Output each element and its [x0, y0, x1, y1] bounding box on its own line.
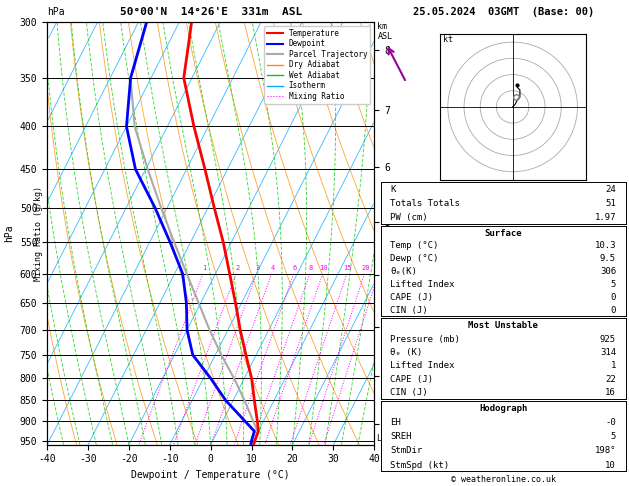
Text: CAPE (J): CAPE (J)	[391, 293, 433, 302]
Text: Lifted Index: Lifted Index	[391, 361, 455, 370]
Text: 10: 10	[605, 461, 616, 469]
Y-axis label: hPa: hPa	[4, 225, 14, 242]
Text: 20: 20	[361, 265, 370, 271]
Text: Surface: Surface	[484, 228, 522, 238]
Text: 4: 4	[270, 265, 275, 271]
Text: 198°: 198°	[594, 447, 616, 455]
Text: 3: 3	[255, 265, 260, 271]
Text: 1: 1	[202, 265, 206, 271]
Text: 2: 2	[235, 265, 239, 271]
Text: EH: EH	[391, 418, 401, 427]
Text: Pressure (mb): Pressure (mb)	[391, 334, 460, 344]
Text: 15: 15	[343, 265, 352, 271]
Text: StmSpd (kt): StmSpd (kt)	[391, 461, 450, 469]
Text: 10: 10	[320, 265, 328, 271]
Text: 0: 0	[611, 293, 616, 302]
Text: 10.3: 10.3	[594, 242, 616, 250]
Text: SREH: SREH	[391, 433, 412, 441]
Text: 25.05.2024  03GMT  (Base: 00): 25.05.2024 03GMT (Base: 00)	[413, 7, 594, 17]
X-axis label: Dewpoint / Temperature (°C): Dewpoint / Temperature (°C)	[131, 470, 290, 480]
Text: 0: 0	[611, 306, 616, 314]
Legend: Temperature, Dewpoint, Parcel Trajectory, Dry Adiabat, Wet Adiabat, Isotherm, Mi: Temperature, Dewpoint, Parcel Trajectory…	[264, 26, 370, 104]
Text: θₑ (K): θₑ (K)	[391, 348, 423, 357]
Text: StmDir: StmDir	[391, 447, 423, 455]
Text: kt: kt	[443, 35, 453, 44]
Text: km
ASL: km ASL	[377, 22, 392, 41]
Text: CIN (J): CIN (J)	[391, 388, 428, 397]
Text: 306: 306	[600, 267, 616, 276]
Text: CAPE (J): CAPE (J)	[391, 375, 433, 383]
Text: 50°00'N  14°26'E  331m  ASL: 50°00'N 14°26'E 331m ASL	[120, 7, 302, 17]
Text: © weatheronline.co.uk: © weatheronline.co.uk	[451, 474, 555, 484]
Text: CIN (J): CIN (J)	[391, 306, 428, 314]
Text: hPa: hPa	[47, 7, 65, 17]
Text: 1.97: 1.97	[594, 213, 616, 222]
Text: 9.5: 9.5	[600, 254, 616, 263]
Text: 22: 22	[605, 375, 616, 383]
Text: Temp (°C): Temp (°C)	[391, 242, 439, 250]
Text: Totals Totals: Totals Totals	[391, 199, 460, 208]
Text: 1: 1	[611, 361, 616, 370]
Text: 5: 5	[611, 433, 616, 441]
Text: 8: 8	[309, 265, 313, 271]
Text: LCL: LCL	[376, 434, 391, 443]
Text: Hodograph: Hodograph	[479, 404, 527, 413]
Text: 16: 16	[605, 388, 616, 397]
Text: Most Unstable: Most Unstable	[468, 321, 538, 330]
Text: 24: 24	[605, 185, 616, 194]
Text: 5: 5	[611, 280, 616, 289]
Text: Mixing Ratio (g/kg): Mixing Ratio (g/kg)	[35, 186, 43, 281]
Text: 6: 6	[292, 265, 297, 271]
Text: 314: 314	[600, 348, 616, 357]
Text: 51: 51	[605, 199, 616, 208]
Text: Lifted Index: Lifted Index	[391, 280, 455, 289]
Text: K: K	[391, 185, 396, 194]
Text: -0: -0	[605, 418, 616, 427]
Text: PW (cm): PW (cm)	[391, 213, 428, 222]
Text: Dewp (°C): Dewp (°C)	[391, 254, 439, 263]
Text: θₑ(K): θₑ(K)	[391, 267, 417, 276]
Text: 925: 925	[600, 334, 616, 344]
